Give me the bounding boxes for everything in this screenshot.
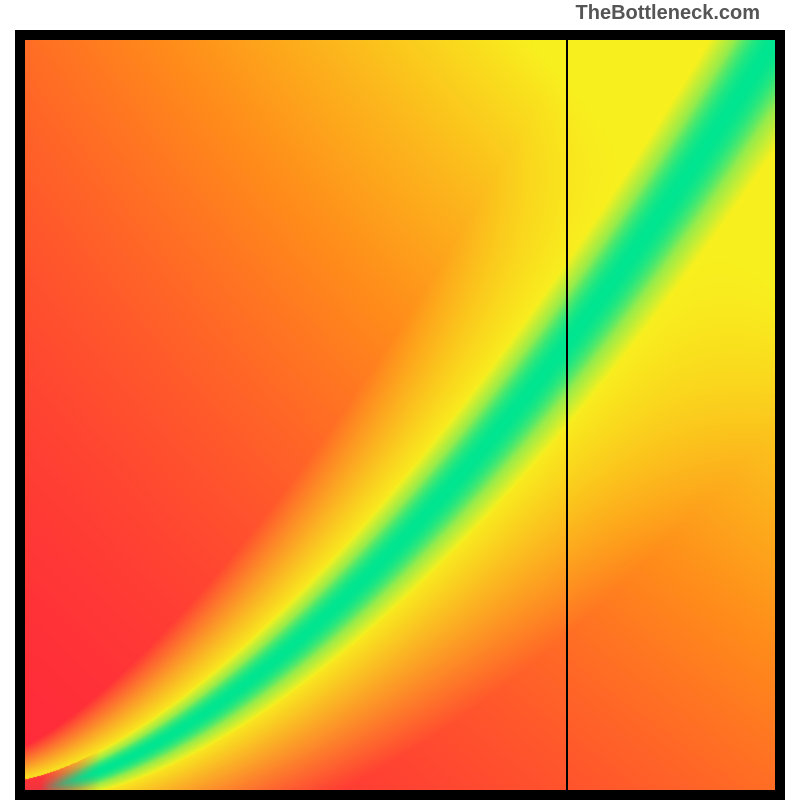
heatmap-canvas bbox=[25, 40, 775, 790]
marker-dot-icon bbox=[563, 30, 571, 38]
marker-vertical-line bbox=[566, 40, 568, 790]
attribution-text: TheBottleneck.com bbox=[576, 2, 760, 25]
chart-border bbox=[15, 30, 785, 800]
heatmap-plot bbox=[25, 40, 775, 790]
